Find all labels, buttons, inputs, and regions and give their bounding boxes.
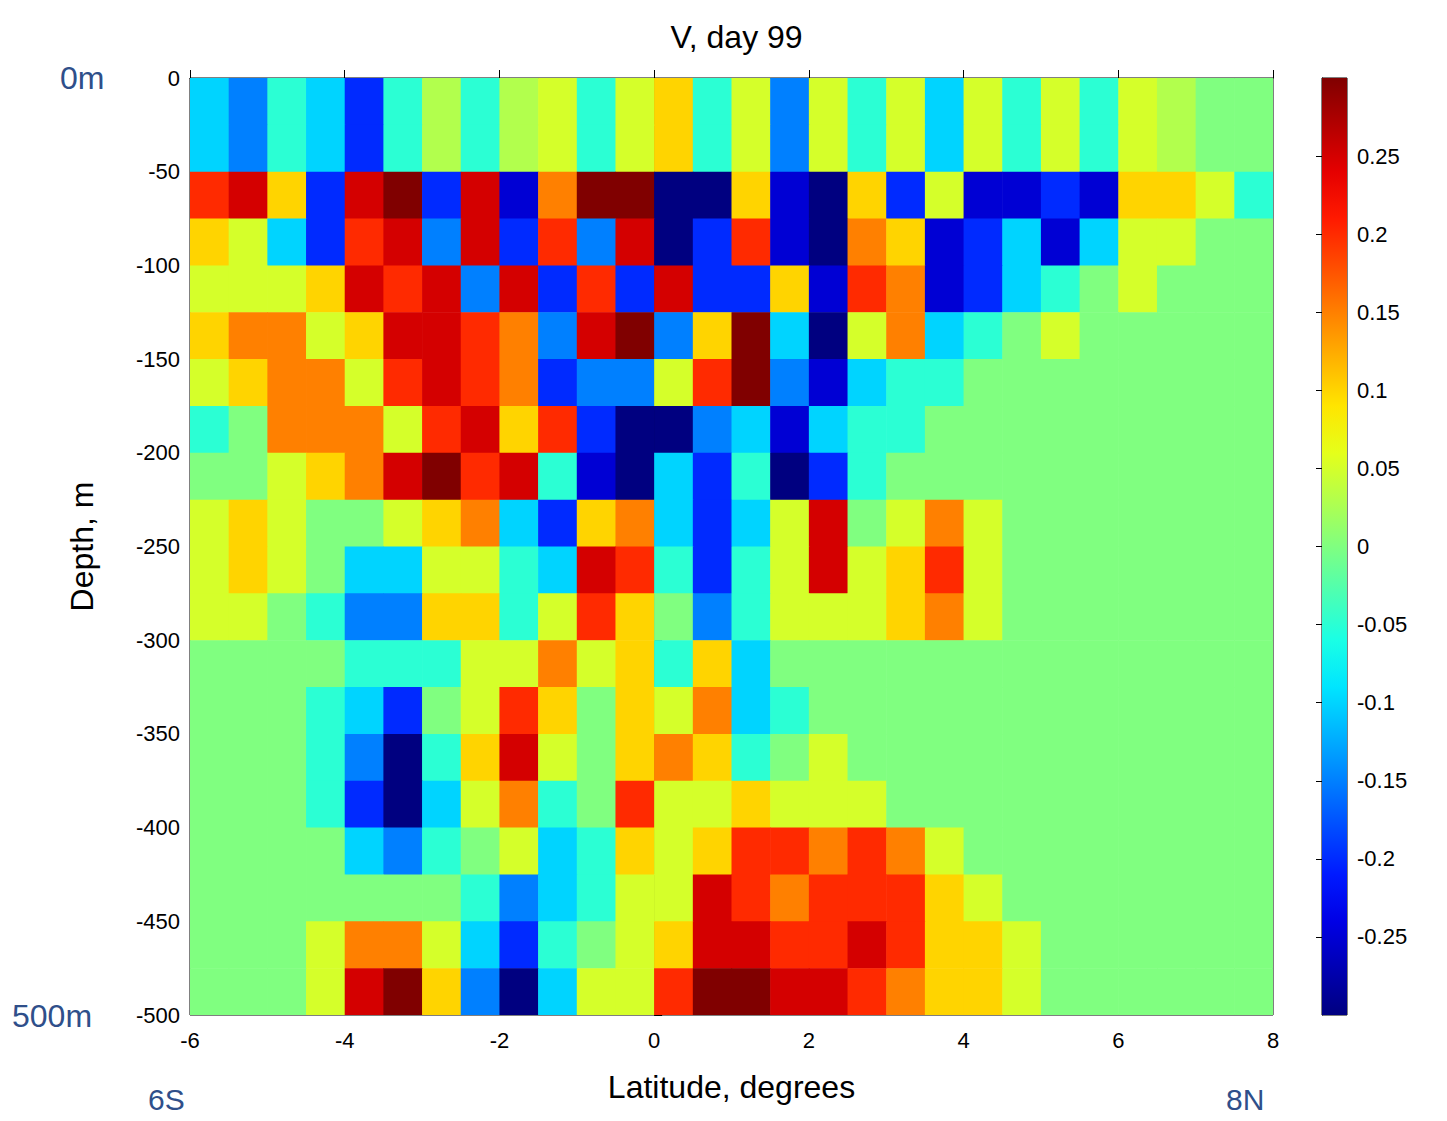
svg-text:0.05: 0.05 — [1357, 456, 1400, 481]
svg-text:-0.1: -0.1 — [1357, 690, 1395, 715]
svg-text:-150: -150 — [136, 347, 180, 372]
svg-text:0.15: 0.15 — [1357, 300, 1400, 325]
svg-text:6: 6 — [1112, 1028, 1124, 1053]
svg-text:-0.25: -0.25 — [1357, 924, 1407, 949]
svg-text:-350: -350 — [136, 721, 180, 746]
svg-text:-50: -50 — [148, 159, 180, 184]
svg-text:0.2: 0.2 — [1357, 222, 1388, 247]
svg-text:-4: -4 — [335, 1028, 355, 1053]
svg-text:-2: -2 — [490, 1028, 510, 1053]
svg-text:6S: 6S — [148, 1083, 185, 1116]
svg-text:-200: -200 — [136, 440, 180, 465]
svg-text:0.1: 0.1 — [1357, 378, 1388, 403]
svg-text:-0.15: -0.15 — [1357, 768, 1407, 793]
svg-text:Depth, m: Depth, m — [64, 482, 100, 612]
svg-text:-400: -400 — [136, 815, 180, 840]
svg-text:500m: 500m — [12, 998, 92, 1034]
svg-text:2: 2 — [803, 1028, 815, 1053]
svg-text:4: 4 — [957, 1028, 969, 1053]
svg-text:0: 0 — [1357, 534, 1369, 559]
svg-text:0m: 0m — [60, 60, 104, 96]
svg-text:-450: -450 — [136, 909, 180, 934]
svg-text:-500: -500 — [136, 1003, 180, 1028]
svg-text:-300: -300 — [136, 628, 180, 653]
svg-text:-250: -250 — [136, 534, 180, 559]
svg-text:0: 0 — [168, 66, 180, 91]
svg-text:0.25: 0.25 — [1357, 144, 1400, 169]
svg-text:8N: 8N — [1226, 1083, 1264, 1116]
svg-text:V, day 99: V, day 99 — [670, 19, 802, 55]
svg-text:-0.05: -0.05 — [1357, 612, 1407, 637]
svg-text:-6: -6 — [180, 1028, 200, 1053]
svg-text:-0.2: -0.2 — [1357, 846, 1395, 871]
svg-text:Latitude, degrees: Latitude, degrees — [608, 1069, 855, 1105]
svg-text:8: 8 — [1267, 1028, 1279, 1053]
svg-text:0: 0 — [648, 1028, 660, 1053]
svg-text:-100: -100 — [136, 253, 180, 278]
